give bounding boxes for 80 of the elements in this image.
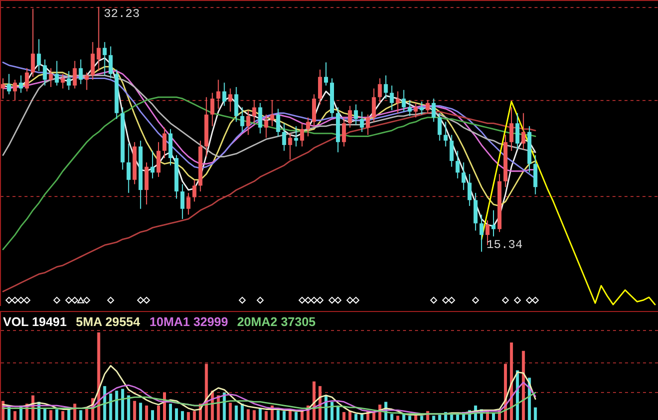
candlestick — [492, 210, 496, 237]
candlestick — [318, 69, 322, 105]
candlestick — [450, 134, 454, 168]
candlestick — [426, 100, 430, 114]
candlestick — [72, 60, 77, 89]
candlestick — [162, 127, 166, 159]
text: 5MA 29554 — [76, 315, 140, 329]
candlestick — [390, 85, 394, 111]
candlestick — [0, 78, 5, 100]
candlestick — [306, 116, 310, 137]
text: VOL 19491 — [3, 315, 67, 329]
annotation: 15.34 — [486, 238, 523, 252]
candlestick — [234, 86, 238, 122]
candlestick — [288, 132, 292, 160]
candlestick — [378, 78, 382, 104]
candlestick — [444, 121, 448, 147]
candlestick — [18, 74, 23, 94]
candlestick — [48, 68, 53, 88]
candlestick — [228, 88, 232, 112]
candlestick — [216, 79, 220, 110]
candlestick — [54, 60, 59, 86]
candlestick — [474, 192, 478, 232]
candlestick — [246, 110, 250, 136]
candlestick — [521, 112, 526, 150]
candlestick — [90, 42, 95, 80]
candlestick — [222, 82, 226, 106]
candlestick — [480, 214, 484, 252]
candlestick — [282, 122, 286, 152]
candlestick — [210, 92, 214, 127]
candlestick — [384, 74, 388, 100]
candlestick — [78, 58, 83, 85]
candlestick — [240, 106, 244, 132]
candlestick — [180, 184, 184, 220]
candlestick — [126, 143, 131, 194]
candlestick — [432, 98, 436, 122]
candlestick — [36, 38, 41, 72]
candlestick — [533, 154, 538, 195]
candlestick — [102, 42, 107, 76]
candlestick — [186, 192, 190, 216]
candlestick — [270, 100, 274, 127]
candlestick — [66, 70, 71, 90]
candlestick — [6, 73, 11, 95]
candlestick — [96, 6, 101, 72]
candlestick — [468, 174, 472, 206]
candlestick — [42, 58, 47, 86]
candlestick — [192, 179, 196, 202]
candlestick — [150, 150, 155, 179]
candlestick — [252, 100, 256, 124]
candlestick — [456, 150, 460, 179]
candlestick — [515, 112, 520, 150]
candlestick — [300, 122, 304, 147]
candlestick — [312, 94, 316, 127]
annotation: 32.23 — [104, 6, 140, 21]
candlestick — [396, 90, 400, 114]
candlestick — [342, 116, 346, 147]
candlestick — [438, 112, 442, 142]
candlestick — [462, 162, 466, 190]
candlestick — [402, 89, 406, 112]
candlestick — [509, 106, 514, 152]
candlestick — [258, 102, 262, 134]
candlestick — [360, 111, 364, 132]
text: 10MA1 32999 — [150, 315, 228, 329]
candlestick — [60, 73, 65, 89]
candlestick — [12, 79, 17, 101]
candlestick — [414, 102, 418, 118]
candlestick — [156, 142, 161, 178]
candlestick — [24, 68, 29, 92]
candlestick — [324, 62, 328, 86]
text: 20MA2 37305 — [237, 315, 316, 329]
candlestick — [354, 104, 358, 126]
candlestick — [108, 46, 113, 79]
candlestick — [264, 114, 268, 138]
candlestick — [276, 108, 280, 137]
candlestick — [84, 72, 89, 90]
candlestick — [144, 162, 149, 205]
candlestick — [372, 88, 376, 122]
candlestick — [30, 8, 35, 78]
candlestick — [366, 114, 370, 136]
candlestick — [408, 100, 412, 117]
candlestick — [348, 105, 352, 128]
